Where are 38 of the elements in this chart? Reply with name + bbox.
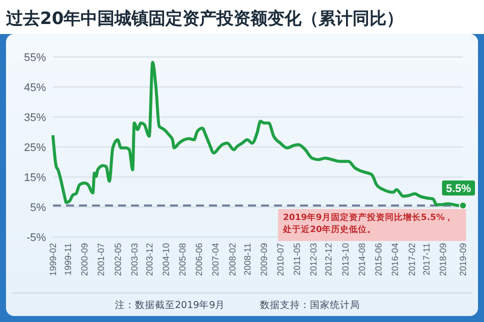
x-tick-label: 2014-08 [356,243,367,276]
x-tick-label: 2019-09 [458,243,468,276]
x-tick-label: 2008-11 [242,243,252,276]
x-tick-label: 2002-05 [112,243,123,276]
x-tick-label: 2016-04 [390,243,400,276]
x-tick-label: 2001-07 [96,243,106,276]
y-tick-label: 35% [24,112,46,124]
y-tick-label: 25% [24,142,46,154]
text: 注：数据截至2019年9月 [115,299,226,311]
x-tick-label: 2017-11 [422,243,432,276]
callout-box: 2019年9月固定资产投资同比增长5.5%，处于近20年历史低位。 [278,209,466,241]
x-tick-label: 2004-10 [161,243,171,276]
x-tick-label: 2008-02 [227,243,238,276]
x-tick-label: 2010-07 [275,243,286,276]
x-tick-label: 2003-12 [144,243,154,276]
x-tick-label: 2018-09 [438,243,448,276]
x-tick-label: 2005-08 [178,243,188,276]
x-tick-label: 2000-09 [80,243,90,276]
x-tick-label: 2009-09 [258,243,269,276]
y-tick-label: 5% [30,202,46,214]
x-tick-label: 2003-03 [129,243,140,276]
x-tick-label: 2015-06 [373,243,384,276]
text: 数据支持：国家统计局 [260,299,360,311]
x-tick-label: 2012-12 [324,243,334,276]
x-tick-label: 1999-02 [48,243,58,276]
x-tick-label: 2013-10 [340,243,350,276]
y-tick-label: 55% [24,52,46,64]
x-tick-label: 2012-03 [308,243,319,276]
x-tick-label: 2007-04 [210,243,221,276]
y-tick-label: 45% [24,82,46,94]
x-tick-label: 2011-05 [292,243,302,276]
y-tick-label: -5% [26,232,46,244]
x-tick-label: 1999-11 [63,243,74,276]
x-tick-label: 2017-02 [406,243,417,276]
y-tick-label: 15% [24,172,46,184]
x-tick-label: 2006-06 [194,243,204,276]
chart-title: 过去20年中国城镇固定资产投资额变化（累计同比） [5,9,404,29]
annotation: 5.5% [446,182,472,195]
